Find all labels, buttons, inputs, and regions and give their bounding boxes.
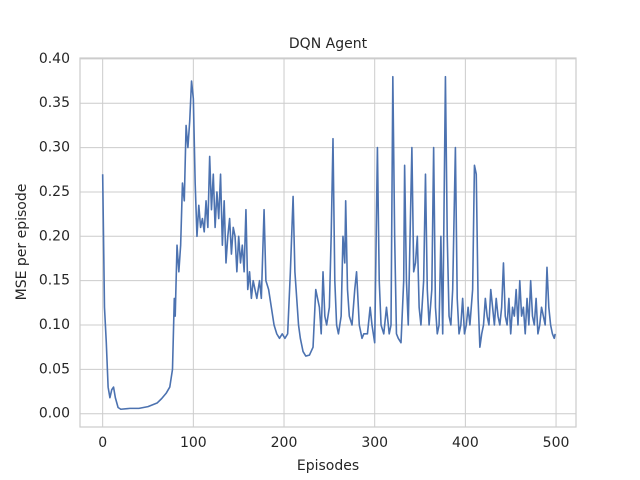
x-axis-label: Episodes: [297, 458, 359, 474]
y-tick-label: 0.35: [39, 95, 70, 111]
chart-title: DQN Agent: [289, 36, 368, 52]
x-tick-label: 400: [452, 435, 479, 451]
x-tick-label: 200: [271, 435, 298, 451]
x-tick-label: 0: [98, 435, 107, 451]
y-axis-label: MSE per episode: [14, 184, 30, 301]
x-tick-label: 300: [361, 435, 388, 451]
y-tick-label: 0.05: [39, 361, 70, 377]
y-tick-label: 0.00: [39, 406, 70, 422]
y-tick-label: 0.20: [39, 228, 70, 244]
data-line: [101, 75, 556, 411]
y-tick-label: 0.30: [39, 140, 70, 156]
x-tick-label: 500: [543, 435, 570, 451]
y-tick-label: 0.40: [39, 51, 70, 67]
x-tick-label: 100: [180, 435, 207, 451]
y-tick-label: 0.25: [39, 184, 70, 200]
plot-frame: [79, 57, 577, 428]
y-tick-label: 0.10: [39, 317, 70, 333]
y-tick-label: 0.15: [39, 273, 70, 289]
